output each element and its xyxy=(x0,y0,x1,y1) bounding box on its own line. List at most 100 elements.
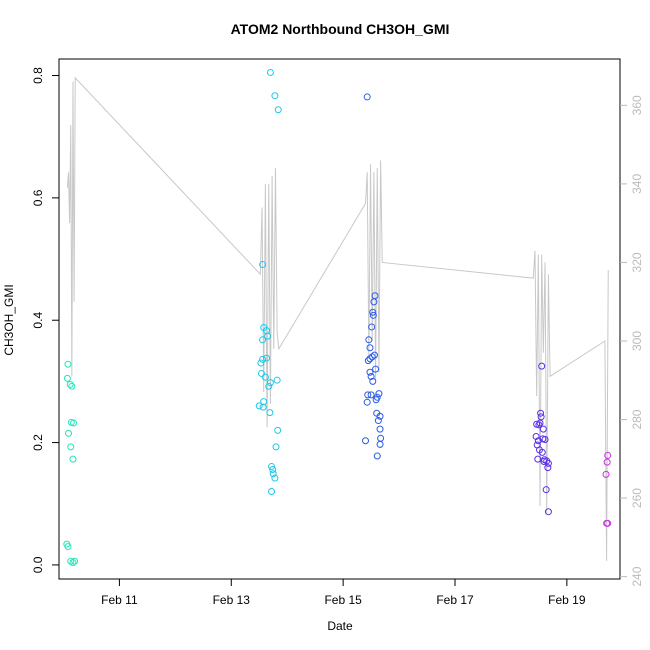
data-point-1 xyxy=(63,374,71,382)
data-point-20 xyxy=(264,332,272,340)
right-y-tick-label: 260 xyxy=(630,488,644,508)
y-axis-right: 240 260 280 300 320 340 360 xyxy=(620,95,644,587)
data-point-57 xyxy=(375,390,383,398)
y-tick-label: 0.6 xyxy=(31,189,45,206)
data-point-3 xyxy=(68,382,76,390)
data-point-80 xyxy=(541,436,549,444)
data-point-69 xyxy=(376,440,384,448)
data-point-10 xyxy=(64,543,72,551)
x-axis: Feb 11 Feb 13 Feb 15 Feb 17 Feb 19 xyxy=(101,579,586,607)
data-point-31 xyxy=(255,402,263,410)
right-y-tick-label: 240 xyxy=(630,566,644,586)
data-point-88 xyxy=(540,458,548,466)
data-point-89 xyxy=(544,459,552,467)
data-point-62 xyxy=(363,398,371,406)
y-axis-label: CH3OH_GMI xyxy=(2,284,16,355)
y-tick-label: 0.0 xyxy=(31,556,45,573)
data-point-76 xyxy=(535,421,543,429)
data-point-38 xyxy=(269,470,277,478)
data-point-21 xyxy=(259,336,267,344)
data-point-67 xyxy=(377,434,385,442)
data-point-7 xyxy=(67,443,75,451)
data-point-6 xyxy=(65,429,73,437)
data-point-48 xyxy=(366,344,374,352)
data-point-32 xyxy=(259,403,267,411)
data-point-53 xyxy=(372,365,380,373)
data-point-74 xyxy=(536,419,544,427)
data-point-23 xyxy=(259,355,267,363)
data-point-77 xyxy=(539,425,547,433)
data-point-84 xyxy=(538,448,546,456)
data-point-64 xyxy=(376,412,384,420)
data-point-72 xyxy=(537,409,545,417)
data-point-71 xyxy=(538,362,546,370)
data-point-35 xyxy=(272,443,280,451)
data-point-22 xyxy=(263,354,271,362)
data-point-15 xyxy=(271,92,279,100)
data-point-33 xyxy=(266,409,274,417)
data-point-12 xyxy=(71,557,79,565)
data-point-93 xyxy=(604,451,612,459)
data-point-61 xyxy=(372,396,380,404)
data-point-58 xyxy=(364,391,372,399)
data-point-85 xyxy=(534,455,542,463)
x-tick-label: Feb 19 xyxy=(548,593,586,607)
data-point-0 xyxy=(64,360,72,368)
right-y-tick-label: 320 xyxy=(630,252,644,272)
right-y-tick-label: 300 xyxy=(630,331,644,351)
data-point-2 xyxy=(66,380,74,388)
right-y-tick-label: 340 xyxy=(630,174,644,194)
data-point-55 xyxy=(367,373,375,381)
plot-frame xyxy=(58,58,621,580)
secondary-series-line xyxy=(66,76,609,561)
data-point-70 xyxy=(373,452,381,460)
x-tick-label: Feb 13 xyxy=(213,593,251,607)
data-point-97 xyxy=(604,519,612,527)
data-point-26 xyxy=(261,373,269,381)
data-point-13 xyxy=(69,558,77,566)
data-point-41 xyxy=(363,93,371,101)
data-point-29 xyxy=(265,382,273,390)
data-point-52 xyxy=(364,357,372,365)
data-point-16 xyxy=(274,106,282,114)
right-y-tick-label: 280 xyxy=(630,409,644,429)
data-point-66 xyxy=(376,425,384,433)
data-point-8 xyxy=(69,455,77,463)
data-point-17 xyxy=(259,261,267,269)
data-point-92 xyxy=(544,508,552,516)
data-point-37 xyxy=(269,465,277,473)
data-point-50 xyxy=(368,353,376,361)
data-point-45 xyxy=(369,311,377,319)
chart-title: ATOM2 Northbound CH3OH_GMI xyxy=(231,21,450,37)
x-axis-label: Date xyxy=(327,619,353,633)
data-point-28 xyxy=(266,379,274,387)
data-point-43 xyxy=(370,298,378,306)
data-point-27 xyxy=(273,376,281,384)
right-y-tick-label: 360 xyxy=(630,95,644,115)
data-point-91 xyxy=(542,486,550,494)
y-tick-label: 0.4 xyxy=(31,312,45,329)
data-point-95 xyxy=(602,470,610,478)
data-point-81 xyxy=(534,437,542,445)
data-point-34 xyxy=(274,426,282,434)
data-point-14 xyxy=(266,68,274,76)
data-point-49 xyxy=(370,351,378,359)
data-point-78 xyxy=(532,432,540,440)
data-point-36 xyxy=(268,462,276,470)
data-point-24 xyxy=(257,359,265,367)
data-point-54 xyxy=(366,368,374,376)
data-point-39 xyxy=(271,474,279,482)
x-tick-label: Feb 17 xyxy=(436,593,474,607)
data-point-59 xyxy=(367,391,375,399)
data-point-25 xyxy=(257,369,265,377)
data-point-40 xyxy=(268,488,276,496)
y-tick-label: 0.2 xyxy=(31,434,45,451)
data-point-68 xyxy=(362,437,370,445)
y-tick-label: 0.8 xyxy=(31,67,45,84)
secondary-line-layer xyxy=(66,76,609,561)
data-point-51 xyxy=(366,355,374,363)
data-point-5 xyxy=(70,419,78,427)
x-tick-label: Feb 11 xyxy=(101,593,138,607)
y-axis: 0.0 0.2 0.4 0.6 0.8 xyxy=(31,67,59,573)
